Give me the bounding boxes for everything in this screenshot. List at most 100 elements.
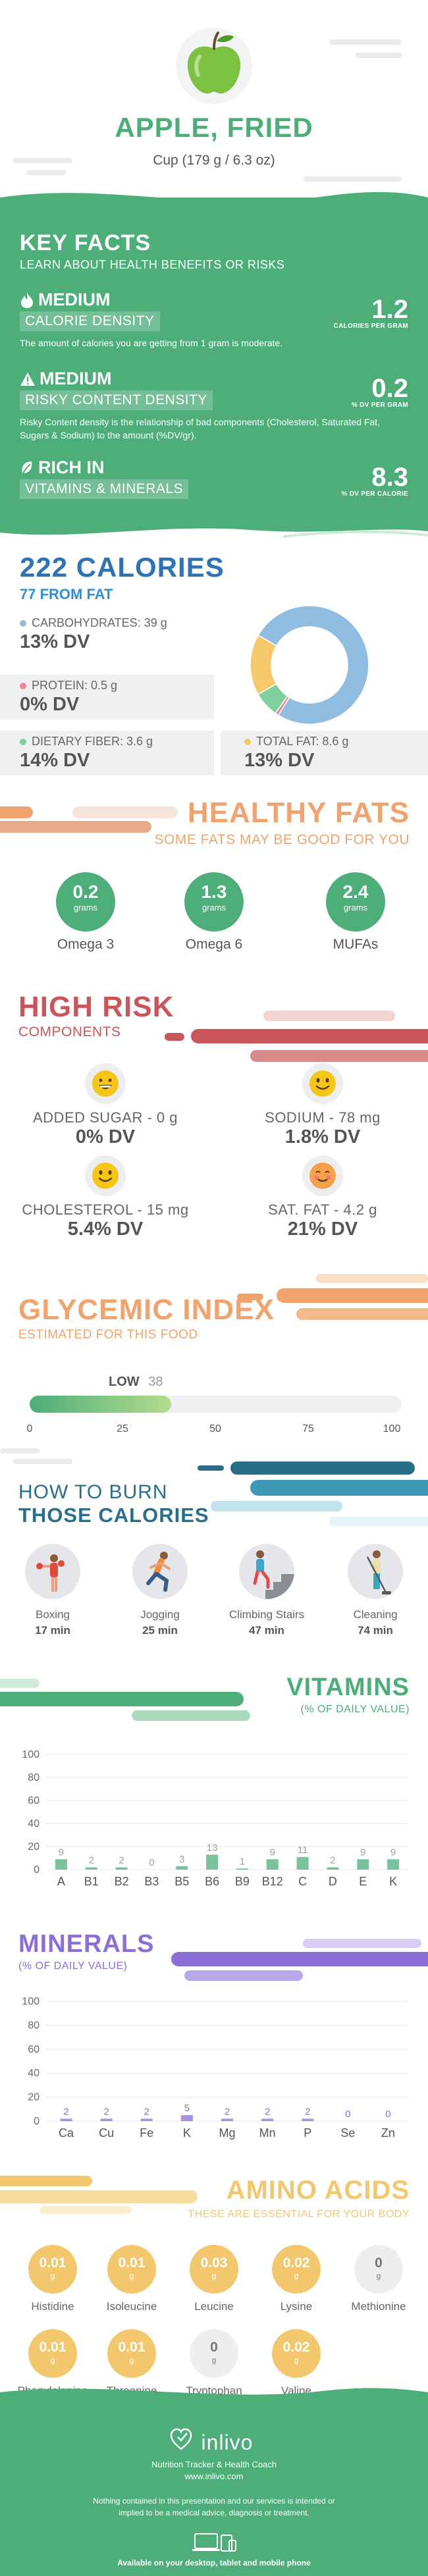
- x-tick-label: B6: [205, 1875, 219, 1888]
- amino-value: 0.02: [282, 2340, 310, 2355]
- y-tick-label: 0: [34, 2116, 40, 2127]
- macro-donut-chart: [250, 605, 369, 725]
- fact-level: RICH IN: [38, 458, 105, 477]
- nutrient-label: DIETARY FIBER: 3.6 g: [32, 735, 153, 748]
- fact-unit: % DV PER CALORIE: [341, 490, 408, 498]
- fat-unit: grams: [201, 903, 227, 912]
- devices-icon: [192, 2533, 236, 2552]
- burn-calories-section: HOW TO BURN THOSE CALORIES Boxing 17 min…: [0, 1448, 428, 1698]
- fact-unit: CALORIES PER GRAM: [333, 323, 408, 330]
- smile-smiley-icon: [85, 1155, 126, 1196]
- fact-description: Risky Content density is the relationshi…: [20, 417, 381, 440]
- nutrient-dv: 13% DV: [244, 750, 315, 771]
- activity-minutes: 47 min: [249, 1624, 284, 1637]
- amino-value: 0.02: [282, 2255, 310, 2271]
- bar-E: [357, 1859, 369, 1870]
- activity-minutes: 74 min: [358, 1624, 393, 1637]
- decor-stripes: [165, 1011, 428, 1062]
- bar-value-label: 5: [184, 2103, 190, 2114]
- risk-dv: 21% DV: [287, 1219, 358, 1240]
- bar-K: [387, 1859, 400, 1870]
- bar-B2: [115, 1867, 128, 1870]
- bar-value-label: 2: [89, 1855, 94, 1866]
- y-tick-label: 100: [22, 1996, 40, 2007]
- fact-level: MEDIUM: [38, 290, 111, 309]
- fat-bubble: 1.3 grams: [184, 872, 244, 932]
- donut-slice-carbohydrates: [257, 605, 369, 725]
- amino-name: Leucine: [194, 2300, 234, 2313]
- vitamins-subheading: (% OF DAILY VALUE): [300, 1704, 410, 1715]
- decor-stripes: [0, 1679, 250, 1721]
- vitamins-minerals-fact: RICH IN VITAMINS & MINERALS 8.3 % DV PER…: [20, 458, 408, 499]
- brand-url[interactable]: www.inlivo.com: [184, 2471, 244, 2481]
- bar-B1: [85, 1867, 97, 1870]
- x-tick-label: E: [359, 1875, 367, 1888]
- fat-unit: grams: [343, 903, 368, 912]
- minerals-bar-chart: 0 20 40 60 80 100 2 Ca 2 Cu 2 Fe 5 K 2 Mg 2 Mn 2 P 0 Se 0 Zn: [22, 1996, 408, 2140]
- amino-value: 0: [375, 2255, 383, 2271]
- amino-name: Histidine: [31, 2300, 74, 2313]
- bar-value-label: 9: [360, 1847, 365, 1858]
- activity-jogging: Jogging 25 min: [111, 1544, 209, 1637]
- minerals-subheading: (% OF DAILY VALUE): [18, 1960, 128, 1972]
- amino-value: 0: [210, 2340, 218, 2355]
- fat-omega3: 0.2 grams Omega 3: [33, 872, 138, 953]
- risk-dv: 5.4% DV: [67, 1219, 144, 1240]
- risk-label: CHOLESTEROL - 15 mg: [22, 1201, 189, 1218]
- high-risk-subheading: COMPONENTS: [18, 1024, 121, 1039]
- bar-value-label: 2: [225, 2106, 230, 2117]
- nutrient-label: CARBOHYDRATES: 39 g: [32, 616, 167, 629]
- bar-Fe: [140, 2118, 153, 2121]
- nutrient-dv: 14% DV: [20, 750, 90, 771]
- y-tick-label: 0: [34, 1864, 40, 1876]
- blush-smiley-icon: [302, 1155, 343, 1196]
- key-facts-heading: KEY FACTS: [20, 230, 151, 255]
- amino-unit: g: [376, 2271, 381, 2280]
- bar-value-label: 2: [305, 2106, 310, 2117]
- amino-name: Methionine: [351, 2300, 406, 2313]
- amino-name: Lysine: [280, 2300, 313, 2313]
- bar-value-label: 1: [240, 1856, 245, 1867]
- decor-stripes: [171, 1939, 428, 1981]
- heart-logo-icon: [170, 2428, 192, 2450]
- glycemic-value: 38: [148, 1375, 163, 1389]
- fact-level: MEDIUM: [40, 369, 112, 388]
- activity-name: Climbing Stairs: [228, 1608, 305, 1621]
- smile-smiley-icon: [302, 1063, 343, 1104]
- x-tick-label: Ca: [59, 2126, 74, 2140]
- protein-legend-dot: [20, 682, 26, 689]
- fat-unit: grams: [73, 903, 98, 912]
- bar-Ca: [60, 2118, 72, 2121]
- y-tick-label: 80: [28, 2020, 40, 2031]
- calories-heading: 222 CALORIES: [20, 552, 225, 583]
- risk-dv: 0% DV: [75, 1126, 136, 1147]
- bar-value-label: 9: [270, 1847, 275, 1858]
- decor-line: [356, 53, 402, 58]
- amino-item: 0 g Methionine: [339, 2245, 418, 2313]
- flame-icon: [21, 292, 33, 308]
- amino-item: 0.01 g Histidine: [13, 2245, 92, 2313]
- bar-Mn: [261, 2118, 274, 2121]
- glycemic-subheading: ESTIMATED FOR THIS FOOD: [18, 1328, 198, 1342]
- amino-item: 0 g Tryptophan: [174, 2329, 254, 2398]
- bar-Mg: [221, 2118, 233, 2121]
- minerals-section: MINERALS (% OF DAILY VALUE) 0 20 40 60 80 100…: [0, 1922, 428, 2172]
- x-tick-label: K: [389, 1875, 397, 1888]
- nutrient-total-fat: TOTAL FAT: 8.6 g 13% DV: [221, 731, 428, 775]
- calories-section: 222 CALORIES 77 FROM FAT CARBOHYDRATES: …: [0, 540, 428, 797]
- healthy-fats-subheading: SOME FATS MAY BE GOOD FOR YOU: [154, 832, 410, 847]
- fact-label: RISKY CONTENT DENSITY: [20, 390, 213, 410]
- bar-B12: [266, 1859, 279, 1870]
- healthy-fats-heading: HEALTHY FATS: [187, 797, 410, 829]
- risk-label: ADDED SUGAR - 0 g: [33, 1109, 178, 1126]
- bar-value-label: 3: [179, 1854, 184, 1865]
- bar-value-label: 9: [390, 1847, 396, 1858]
- leaf-icon: [22, 461, 32, 475]
- high-risk-heading: HIGH RISK: [18, 991, 174, 1023]
- x-tick-label: Se: [340, 2126, 355, 2140]
- bar-B5: [176, 1866, 188, 1870]
- risky-content-fact: MEDIUM RISKY CONTENT DENSITY Risky Conte…: [20, 369, 408, 442]
- amino-value: 0.01: [118, 2255, 146, 2271]
- y-tick-label: 20: [28, 2092, 40, 2103]
- brand-tagline: Nutrition Tracker & Health Coach: [151, 2459, 277, 2469]
